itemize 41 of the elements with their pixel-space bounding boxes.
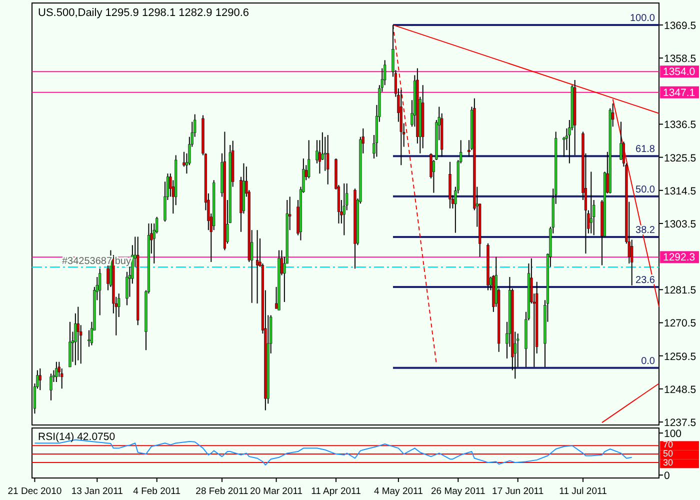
ref-line-label: 1292.3 (663, 252, 696, 264)
x-tick-label: 11 Apr 2011 (311, 486, 361, 497)
x-tick-label: 11 Jul 2011 (559, 486, 607, 497)
x-tick-label: 13 Jan 2011 (71, 486, 123, 497)
x-tick-label: 21 Dec 2010 (8, 486, 62, 497)
series-label: 0.0 (641, 356, 656, 367)
x-tick-label: 17 Jun 2011 (492, 486, 544, 497)
y-tick-label: 1281.5 (664, 284, 696, 297)
y-tick-label: 1259.5 (664, 350, 696, 363)
y-tick-label: 100 (664, 428, 682, 440)
price-tag: 30 (660, 458, 699, 468)
x-tick-label: 28 Feb 2011 (196, 486, 248, 497)
price-tag: 1354.0 (660, 66, 699, 78)
price-tag: 50 (660, 448, 699, 460)
x-tick-label: 4 May 2011 (374, 486, 423, 497)
series-label: 50.0 (636, 184, 656, 196)
y-tick-label: 1303.5 (664, 218, 696, 230)
y-tick-label: 0 (664, 470, 670, 482)
y-tick-label: 1358.5 (664, 53, 696, 66)
price-tag: 70 (660, 440, 699, 450)
x-tick-label: 4 Feb 2011 (133, 486, 181, 497)
series-label: 100.0 (630, 12, 656, 24)
ref-line-label: 1354.0 (663, 66, 696, 78)
y-tick-label: 1369.5 (664, 20, 696, 32)
x-tick-label: 20 Mar 2011 (250, 486, 303, 497)
series-label: 61.8 (636, 144, 656, 156)
ref-line-label: 30 (663, 458, 674, 468)
y-tick-label: 1270.5 (664, 318, 696, 330)
ref-line-label: 70 (663, 440, 674, 450)
y-tick-label: 1237.5 (664, 416, 696, 429)
y-tick-label: 1325.5 (664, 152, 696, 164)
y-tick-label: 1314.5 (664, 185, 696, 198)
y-tick-label: 1336.5 (664, 119, 696, 132)
price-tag: 1347.1 (660, 86, 699, 99)
price-tag: 1292.3 (660, 251, 699, 264)
x-tick-label: 26 May 2011 (431, 486, 486, 497)
chart-title: RSI(14) 42.0750 (38, 431, 116, 443)
chart-title: US.500,Daily 1295.9 1298.1 1282.9 1290.6 (38, 7, 249, 19)
ref-line-label: 1347.1 (663, 86, 696, 99)
y-tick-label: 1248.5 (664, 384, 696, 396)
ref-line-label: 50 (663, 448, 674, 459)
